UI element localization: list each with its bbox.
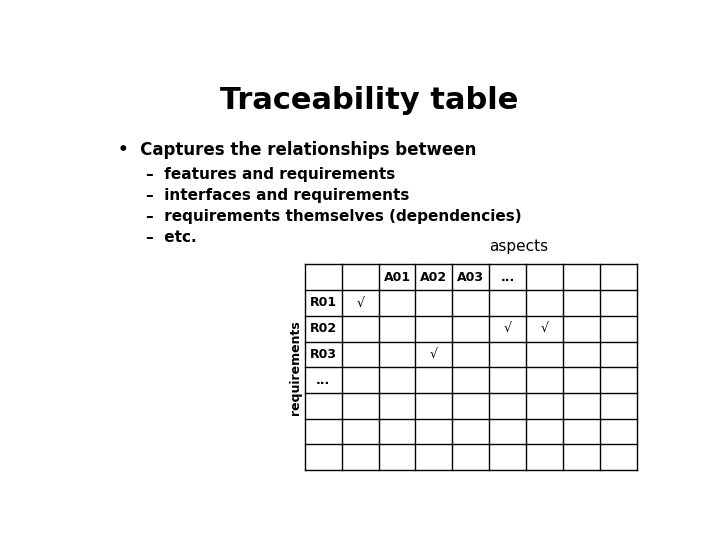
Text: aspects: aspects	[489, 239, 549, 254]
Text: A02: A02	[420, 271, 448, 284]
Text: A01: A01	[384, 271, 410, 284]
Text: Traceability table: Traceability table	[220, 86, 518, 114]
Text: –  requirements themselves (dependencies): – requirements themselves (dependencies)	[145, 209, 521, 224]
Text: –  etc.: – etc.	[145, 230, 197, 245]
Text: –  interfaces and requirements: – interfaces and requirements	[145, 188, 409, 203]
Text: requirements: requirements	[289, 320, 302, 415]
Text: R03: R03	[310, 348, 337, 361]
Text: A03: A03	[457, 271, 485, 284]
Text: ...: ...	[500, 271, 515, 284]
Text: R02: R02	[310, 322, 337, 335]
Text: √: √	[504, 322, 512, 335]
Text: •  Captures the relationships between: • Captures the relationships between	[118, 141, 476, 159]
Text: √: √	[541, 322, 549, 335]
Text: –  features and requirements: – features and requirements	[145, 167, 395, 183]
Text: √: √	[356, 296, 364, 309]
Text: ...: ...	[316, 374, 330, 387]
Text: R01: R01	[310, 296, 337, 309]
Text: √: √	[430, 348, 438, 361]
